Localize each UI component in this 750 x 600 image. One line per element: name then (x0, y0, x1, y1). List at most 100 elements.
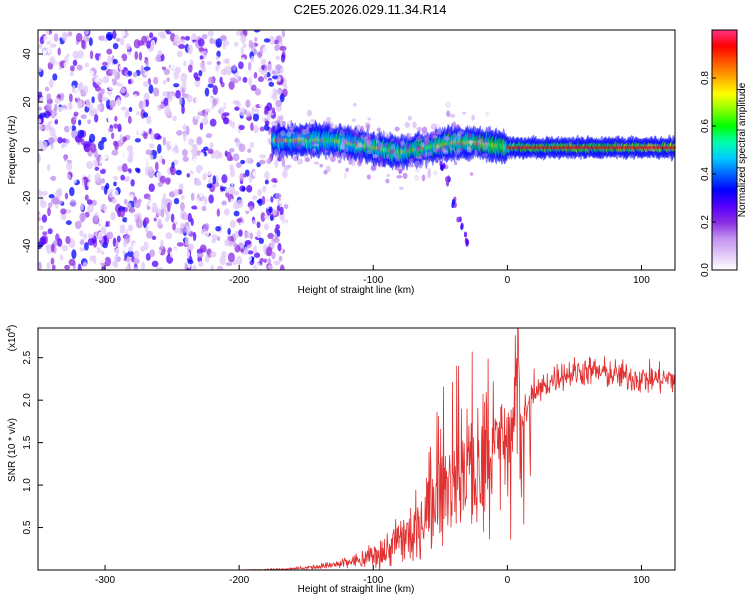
heatmap-cell (282, 30, 285, 37)
heatmap-cell (72, 229, 77, 236)
heatmap-cell (467, 147, 471, 153)
heatmap-cell (39, 112, 46, 117)
heatmap-cell (127, 71, 132, 77)
heatmap-cell (203, 231, 209, 237)
heatmap-cell (232, 64, 236, 70)
heatmap-cell (182, 87, 185, 96)
heatmap-cell (442, 148, 446, 152)
heatmap-cell (180, 223, 185, 229)
heatmap-cell (300, 138, 304, 141)
heatmap-cell (301, 129, 306, 135)
heatmap-cell (129, 107, 132, 112)
y-tick-label: 1.0 (22, 478, 33, 492)
x-tick-label: -300 (95, 275, 115, 286)
heatmap-cell (188, 260, 194, 265)
heatmap-cell (311, 141, 315, 145)
heatmap-cell (207, 97, 213, 104)
heatmap-cell (273, 186, 277, 194)
heatmap-cell (446, 110, 450, 117)
heatmap-cell (192, 158, 197, 166)
heatmap-cell (230, 220, 236, 228)
heatmap-cell (141, 261, 145, 270)
heatmap-cell (208, 216, 212, 224)
x-tick-label: -200 (229, 575, 249, 586)
snr-x-axis-label: Height of straight line (km) (298, 584, 415, 595)
heatmap-cell (84, 176, 87, 186)
heatmap-cell (198, 38, 205, 47)
heatmap-cell (385, 133, 391, 139)
heatmap-cell (461, 222, 464, 228)
heatmap-cell (46, 93, 51, 101)
heatmap-cell (187, 173, 190, 177)
heatmap-cell (230, 199, 234, 206)
y-tick-label: 2.5 (22, 350, 33, 364)
heatmap-cell (425, 133, 430, 138)
heatmap-cell (85, 62, 89, 67)
heatmap-cell (113, 59, 118, 64)
y-tick-label: -20 (22, 190, 33, 205)
heatmap-cell (198, 111, 204, 116)
heatmap-cell (79, 213, 86, 222)
heatmap-cell (70, 65, 75, 71)
heatmap-cell (120, 38, 125, 46)
heatmap-cell (96, 263, 101, 270)
heatmap-cell (357, 160, 362, 166)
heatmap-cell (48, 202, 52, 208)
y-tick-label: 2.0 (22, 393, 33, 407)
heatmap-cell (422, 127, 427, 134)
heatmap-cell (143, 81, 149, 87)
heatmap-cell (352, 161, 355, 166)
heatmap-cell (251, 85, 257, 91)
heatmap-cell (162, 61, 168, 67)
snr-y-multiplier-base: (x10 (7, 331, 18, 351)
heatmap-cell (112, 30, 116, 39)
heatmap-cell (68, 101, 73, 110)
heatmap-cell (249, 40, 254, 49)
heatmap-cell (113, 229, 120, 235)
heatmap-cell (396, 175, 402, 178)
heatmap-cell (263, 46, 269, 55)
heatmap-cell (136, 168, 140, 173)
heatmap-cell (124, 199, 128, 205)
heatmap-cell (462, 112, 466, 115)
heatmap-cell (200, 152, 205, 159)
heatmap-cell (207, 149, 213, 154)
heatmap-cell (251, 56, 255, 63)
heatmap-cell (71, 249, 76, 259)
heatmap-cell (191, 193, 195, 201)
heatmap-cell (106, 232, 113, 240)
heatmap-cell (278, 117, 284, 123)
heatmap-cell (253, 245, 257, 253)
heatmap-cell (125, 176, 130, 182)
heatmap-cell (169, 94, 173, 102)
heatmap-cell (198, 70, 202, 77)
heatmap-cell (61, 143, 65, 148)
heatmap-cell (123, 240, 127, 248)
heatmap-cell (256, 230, 261, 238)
heatmap-cell (142, 100, 146, 109)
heatmap-cell (128, 79, 132, 84)
heatmap-cell (151, 112, 154, 121)
heatmap-cell (239, 125, 245, 130)
heatmap-cell (120, 134, 124, 143)
heatmap-cell (274, 125, 279, 129)
heatmap-cell (51, 110, 54, 117)
heatmap-cell (89, 256, 94, 262)
heatmap-cell (456, 125, 459, 129)
heatmap-cell (79, 170, 82, 178)
heatmap-cell (319, 164, 323, 167)
heatmap-cell (176, 130, 182, 136)
heatmap-cell (98, 231, 103, 240)
heatmap-cell (157, 249, 161, 254)
heatmap-cell (114, 116, 117, 122)
heatmap-cell (115, 248, 122, 256)
heatmap-cell (51, 243, 55, 252)
heatmap-cell (207, 61, 212, 65)
heatmap-cell (264, 110, 269, 115)
heatmap-cell (367, 135, 372, 140)
heatmap-cell (322, 125, 325, 128)
heatmap-cell (264, 223, 269, 230)
heatmap-cell (399, 187, 404, 190)
heatmap-cell (39, 186, 46, 191)
